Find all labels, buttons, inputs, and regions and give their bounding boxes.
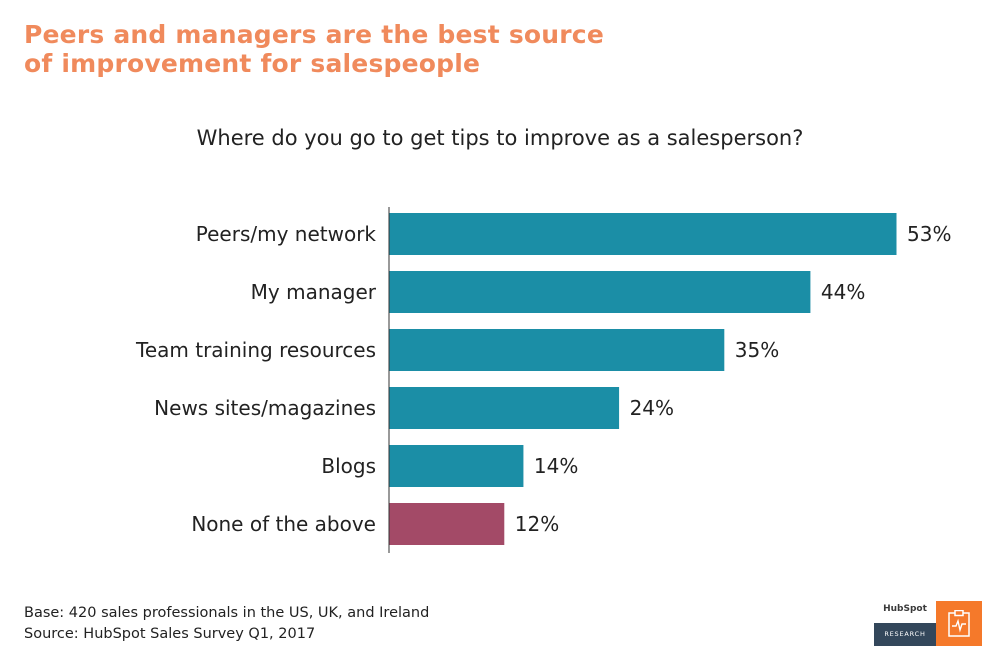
footnote-source: Source: HubSpot Sales Survey Q1, 2017: [24, 626, 316, 642]
bar: [389, 213, 897, 255]
value-label: 14%: [534, 454, 578, 478]
chart-title: Peers and managers are the best source o…: [24, 20, 604, 78]
research-label: RESEARCH: [874, 623, 936, 646]
category-label: Blogs: [321, 454, 376, 478]
footnote: Base: 420 sales professionals in the US,…: [24, 603, 429, 645]
value-label: 53%: [907, 222, 951, 246]
category-label: Peers/my network: [196, 222, 377, 246]
category-label: Team training resources: [135, 338, 376, 362]
category-label: News sites/magazines: [154, 396, 376, 420]
value-label: 35%: [735, 338, 779, 362]
chart-title-line-1: Peers and managers are the best source: [24, 20, 604, 49]
hubspot-logo: HubSpot: [883, 604, 927, 614]
hubspot-research-badge: HubSpot RESEARCH: [874, 601, 982, 646]
bar-chart: Peers/my network 53% My manager 44% Team tra…: [135, 207, 951, 553]
badge-icon-box: [936, 601, 982, 646]
bar: [389, 271, 811, 313]
category-label: None of the above: [191, 512, 376, 536]
value-label: 44%: [821, 280, 865, 304]
category-label: My manager: [251, 280, 377, 304]
bar: [389, 445, 524, 487]
bar: [389, 329, 725, 371]
chart-title-line-2: of improvement for salespeople: [24, 49, 481, 78]
value-label: 12%: [515, 512, 559, 536]
footnote-base: Base: 420 sales professionals in the US,…: [24, 605, 430, 621]
clipboard-chart-icon: [948, 610, 970, 637]
value-label: 24%: [630, 396, 674, 420]
bar: [389, 503, 505, 545]
bar: [389, 387, 620, 429]
survey-question: Where do you go to get tips to improve a…: [196, 126, 804, 150]
